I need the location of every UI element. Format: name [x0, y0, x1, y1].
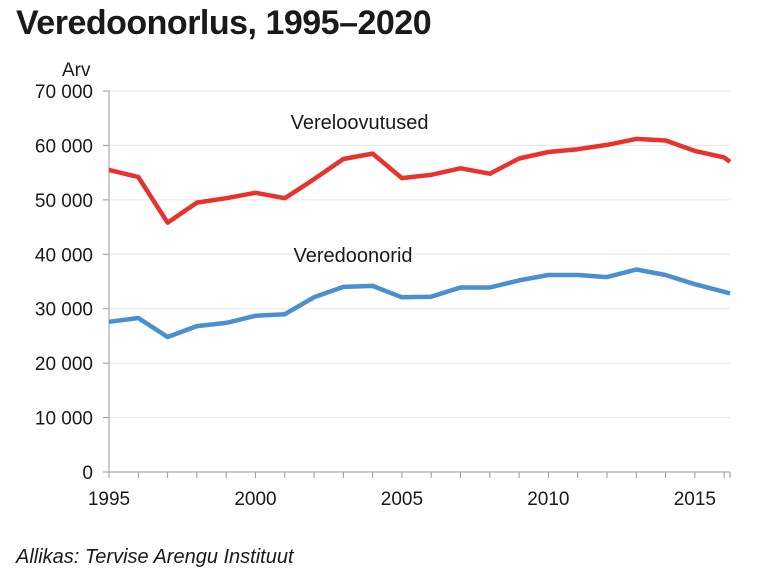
- tick-labels: 0 10 000 20 000 30 000 40 000 50 000 60 000 70 …: [35, 60, 716, 510]
- y-tick-label: 40 000: [35, 245, 93, 266]
- x-tick-label: 2015: [674, 489, 716, 510]
- x-tick-label: 2000: [234, 489, 276, 510]
- series-line-veredoonorid: [108, 267, 731, 340]
- y-tick-label: 50 000: [35, 191, 93, 212]
- series-labels: Vereloovutused Veredoonorid: [291, 112, 429, 267]
- x-tick-label: 2005: [381, 489, 423, 510]
- series-label-vereloovutused: Vereloovutused: [291, 112, 429, 134]
- chart-title: Veredoonorlus, 1995–2020: [16, 4, 432, 42]
- source-note: Allikas: Tervise Arengu Instituut: [16, 546, 294, 568]
- y-tick-label: 0: [82, 463, 93, 484]
- grid-lines: [109, 90, 730, 419]
- y-tick-label: 30 000: [35, 300, 93, 321]
- y-tick-label: 70 000: [35, 82, 93, 103]
- x-tick-label: 1995: [88, 489, 130, 510]
- y-axis-title: Arv: [62, 60, 91, 81]
- x-tick-label: 2010: [527, 489, 569, 510]
- series-lines: [108, 136, 732, 340]
- y-tick-label: 20 000: [35, 354, 93, 375]
- y-tick-label: 60 000: [35, 136, 93, 157]
- series-label-veredoonorid: Veredoonorid: [294, 245, 413, 267]
- y-tick-label: 10 000: [35, 409, 93, 430]
- axes: [103, 90, 731, 478]
- series-line-vereloovutused: [108, 136, 732, 225]
